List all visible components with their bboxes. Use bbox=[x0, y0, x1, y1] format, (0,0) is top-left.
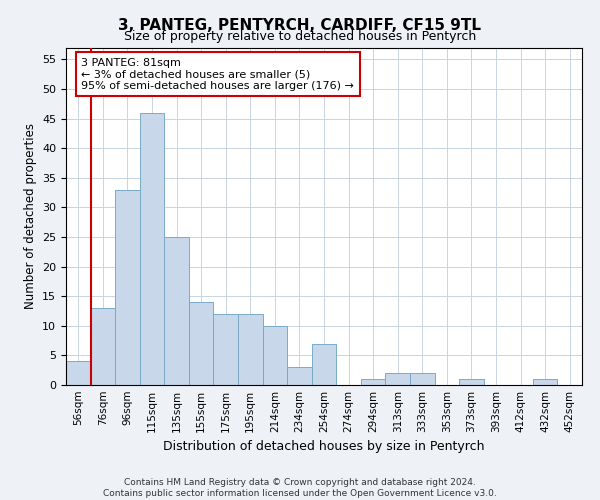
Bar bbox=[410, 373, 434, 385]
Bar bbox=[533, 379, 557, 385]
Bar bbox=[91, 308, 115, 385]
Bar bbox=[287, 367, 312, 385]
Bar bbox=[361, 379, 385, 385]
Text: Size of property relative to detached houses in Pentyrch: Size of property relative to detached ho… bbox=[124, 30, 476, 43]
Bar bbox=[164, 237, 189, 385]
Bar bbox=[312, 344, 336, 385]
Bar bbox=[189, 302, 214, 385]
Text: 3 PANTEG: 81sqm
← 3% of detached houses are smaller (5)
95% of semi-detached hou: 3 PANTEG: 81sqm ← 3% of detached houses … bbox=[82, 58, 355, 91]
Y-axis label: Number of detached properties: Number of detached properties bbox=[23, 123, 37, 309]
Bar bbox=[238, 314, 263, 385]
Bar bbox=[214, 314, 238, 385]
Bar bbox=[459, 379, 484, 385]
Bar bbox=[140, 112, 164, 385]
Text: Contains HM Land Registry data © Crown copyright and database right 2024.
Contai: Contains HM Land Registry data © Crown c… bbox=[103, 478, 497, 498]
Bar bbox=[115, 190, 140, 385]
Bar bbox=[385, 373, 410, 385]
X-axis label: Distribution of detached houses by size in Pentyrch: Distribution of detached houses by size … bbox=[163, 440, 485, 454]
Bar bbox=[263, 326, 287, 385]
Bar bbox=[66, 362, 91, 385]
Text: 3, PANTEG, PENTYRCH, CARDIFF, CF15 9TL: 3, PANTEG, PENTYRCH, CARDIFF, CF15 9TL bbox=[119, 18, 482, 32]
